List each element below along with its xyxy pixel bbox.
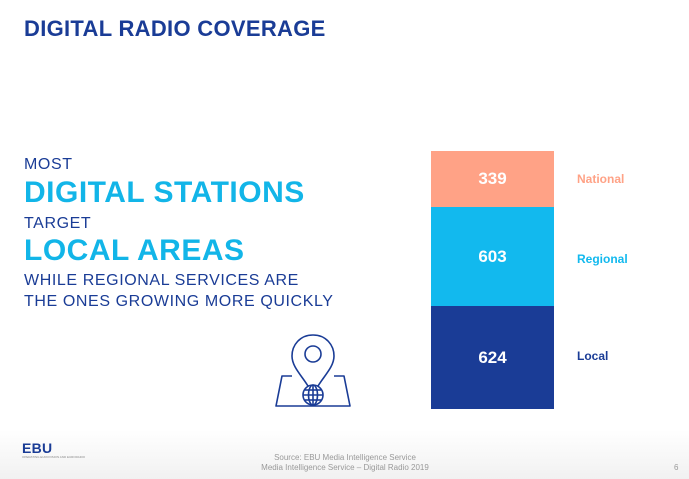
map-pin-globe-icon — [274, 333, 354, 411]
stacked-bar: 339 603 624 — [431, 151, 554, 409]
headline-line-3: TARGET — [24, 215, 92, 232]
headline-line-5: WHILE REGIONAL SERVICES ARE — [24, 272, 299, 289]
headline-line-6: THE ONES GROWING MORE QUICKLY — [24, 293, 334, 310]
legend-local: Local — [577, 349, 609, 363]
bar-segment-local: 624 — [431, 306, 554, 409]
source-line-1: Source: EBU Media Intelligence Service — [274, 453, 416, 462]
headline-line-2: DIGITAL STATIONS — [24, 176, 305, 209]
value-regional: 603 — [478, 246, 507, 266]
source-note: Source: EBU Media Intelligence Service M… — [240, 453, 450, 473]
legend-regional: Regional — [577, 252, 628, 266]
value-national: 339 — [478, 169, 507, 188]
page-number: 6 — [674, 463, 679, 472]
value-local: 624 — [478, 347, 507, 367]
page-title: DIGITAL RADIO COVERAGE — [24, 16, 326, 41]
footer — [0, 430, 689, 479]
source-line-2: Media Intelligence Service – Digital Rad… — [261, 463, 429, 472]
bar-segment-regional: 603 — [431, 207, 554, 306]
ebu-logo: EBU — [22, 440, 53, 456]
bar-segment-national: 339 — [431, 151, 554, 207]
headline-line-4: LOCAL AREAS — [24, 234, 245, 267]
headline-line-1: MOST — [24, 156, 73, 173]
ebu-tagline: OPERATING EUROVISION AND EURORADIO — [22, 455, 86, 459]
legend-national: National — [577, 172, 625, 186]
